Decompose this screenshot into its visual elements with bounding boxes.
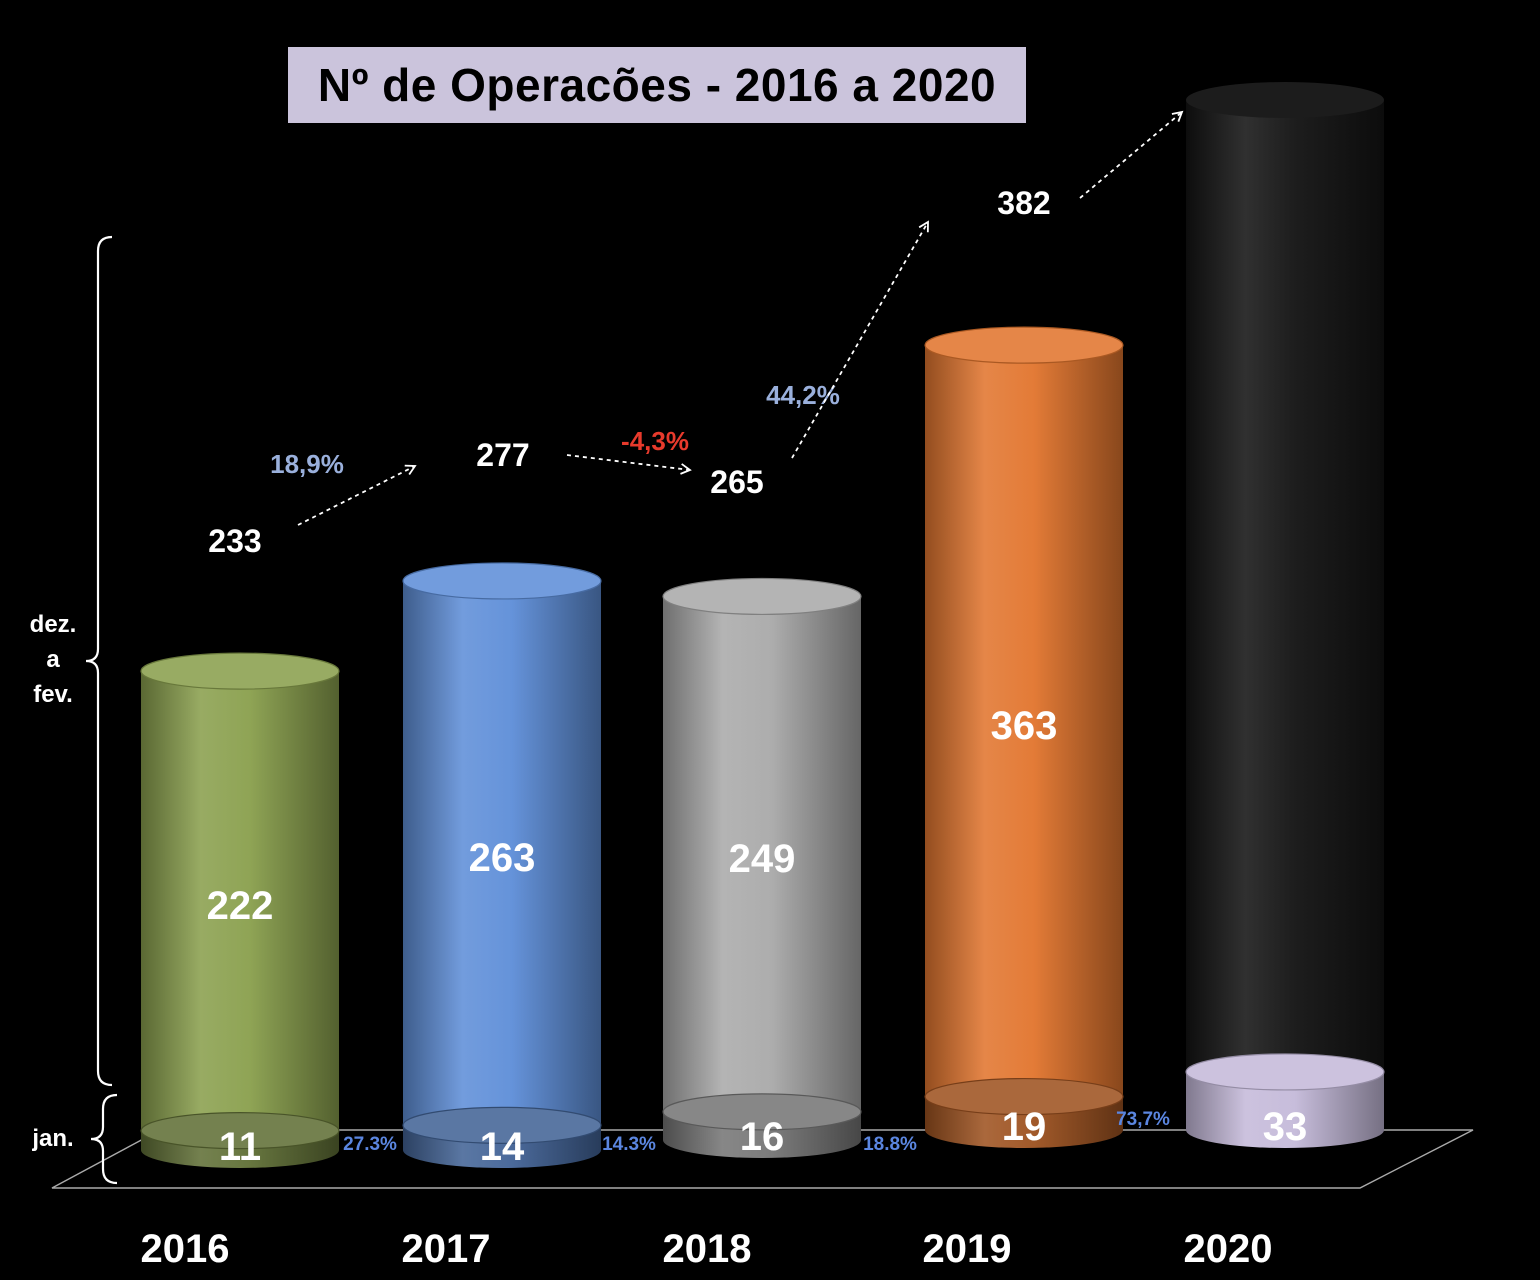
growth-jan-label-4: 73,7% bbox=[1116, 1109, 1170, 1130]
bar-ghost-2020 bbox=[1186, 82, 1384, 1072]
data-label-jan-2017: 14 bbox=[480, 1125, 525, 1169]
dec-feb-label-line3: fev. bbox=[33, 680, 73, 708]
growth-total-label-1: 18,9% bbox=[270, 449, 344, 479]
growth-arrow-2 bbox=[566, 454, 692, 475]
data-label-dec-feb-2018: 249 bbox=[729, 837, 796, 881]
x-tick-label-2019: 2019 bbox=[923, 1227, 1012, 1271]
dec-feb-label-line1: dez. bbox=[29, 611, 77, 638]
brace-jan bbox=[90, 1093, 118, 1185]
growth-arrow-3 bbox=[791, 220, 929, 459]
x-tick-label-2018: 2018 bbox=[663, 1227, 752, 1271]
jan-label: jan. bbox=[32, 1125, 74, 1152]
growth-total-label-2: -4,3% bbox=[621, 426, 689, 456]
x-tick-label-2017: 2017 bbox=[402, 1227, 491, 1271]
chart-title-box: Nº de Operacões - 2016 a 2020 bbox=[288, 47, 1026, 123]
data-label-jan-2020: 33 bbox=[1263, 1105, 1308, 1149]
dec-feb-label: dez. a fev. bbox=[18, 608, 88, 712]
bar-jan-2018 bbox=[662, 1093, 862, 1158]
total-label-2016: 233 bbox=[208, 523, 261, 559]
data-label-jan-2018: 16 bbox=[740, 1115, 785, 1159]
bar-dec-feb-2016 bbox=[140, 652, 340, 1149]
total-label-2019: 382 bbox=[997, 185, 1050, 221]
total-label-2017: 277 bbox=[476, 437, 529, 473]
bar-jan-2016 bbox=[140, 1112, 340, 1168]
brace-dec-feb bbox=[85, 235, 113, 1087]
data-label-dec-feb-2017: 263 bbox=[469, 836, 536, 880]
total-label-2018: 265 bbox=[710, 464, 763, 500]
dec-feb-label-line2: a bbox=[46, 645, 60, 673]
growth-arrow-4 bbox=[1079, 110, 1184, 199]
growth-jan-label-2: 14.3% bbox=[602, 1134, 656, 1155]
chart-title: Nº de Operacões - 2016 a 2020 bbox=[317, 59, 997, 111]
x-tick-label-2016: 2016 bbox=[141, 1227, 230, 1271]
bar-dec-feb-2018 bbox=[662, 577, 862, 1130]
x-tick-label-2020: 2020 bbox=[1184, 1227, 1273, 1271]
growth-jan-label-3: 18.8% bbox=[863, 1134, 917, 1155]
data-label-jan-2016: 11 bbox=[219, 1125, 261, 1169]
bar-jan-2020 bbox=[1185, 1053, 1385, 1148]
floor-plane bbox=[51, 1129, 1474, 1189]
data-label-dec-feb-2019: 363 bbox=[991, 704, 1058, 748]
data-label-dec-feb-2016: 222 bbox=[207, 884, 274, 928]
growth-jan-label-1: 27.3% bbox=[343, 1134, 397, 1155]
bar-dec-feb-2019 bbox=[924, 326, 1124, 1115]
bar-jan-2017 bbox=[402, 1106, 602, 1168]
bar-jan-2019 bbox=[924, 1077, 1124, 1148]
bar-dec-feb-2017 bbox=[402, 562, 602, 1144]
data-label-jan-2019: 19 bbox=[1002, 1105, 1047, 1149]
growth-arrow-1 bbox=[297, 464, 417, 526]
